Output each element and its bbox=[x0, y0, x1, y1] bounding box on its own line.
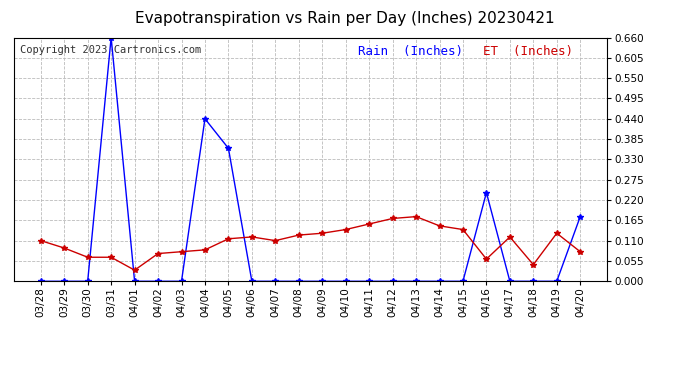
Text: Rain  (Inches): Rain (Inches) bbox=[358, 45, 463, 58]
Text: Copyright 2023 Cartronics.com: Copyright 2023 Cartronics.com bbox=[20, 45, 201, 55]
Text: ET  (Inches): ET (Inches) bbox=[482, 45, 573, 58]
Text: Evapotranspiration vs Rain per Day (Inches) 20230421: Evapotranspiration vs Rain per Day (Inch… bbox=[135, 11, 555, 26]
